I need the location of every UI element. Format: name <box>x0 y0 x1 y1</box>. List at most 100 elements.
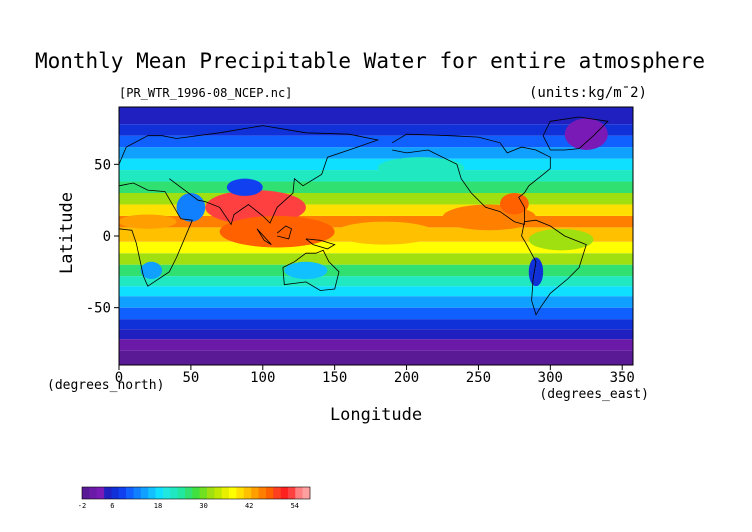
colorbar-swatch <box>192 487 200 499</box>
colorbar-swatch <box>140 487 149 499</box>
colorbar-swatch <box>155 487 164 499</box>
lat-band-0 <box>119 350 633 365</box>
y-tick-label: -50 <box>86 301 111 317</box>
colorbar-swatch <box>287 487 296 499</box>
y-unit-label: (degrees_north) <box>47 378 164 393</box>
colorbar-swatch <box>118 487 127 499</box>
lat-band-5 <box>119 296 633 308</box>
lat-band-14 <box>119 193 633 205</box>
coastline-2 <box>282 249 340 291</box>
colorbar-swatch <box>126 487 134 499</box>
colorbar-tick-label: 54 <box>291 502 299 510</box>
colorbar-swatch <box>89 487 98 499</box>
colorbar-swatch <box>229 487 237 499</box>
x-unit-label: (degrees_east) <box>539 387 649 402</box>
field-feature-7 <box>176 193 206 222</box>
colorbar-swatch <box>111 487 120 499</box>
lat-band-17 <box>119 158 633 171</box>
x-axis-label: Longitude <box>330 405 422 425</box>
x-tick-label: 100 <box>250 370 275 386</box>
coastline-4 <box>521 219 587 316</box>
colorbar-swatch <box>251 487 259 499</box>
colorbar-swatch <box>148 487 156 499</box>
coastlines <box>118 116 609 316</box>
colorbar-swatch <box>295 487 303 499</box>
lat-band-19 <box>119 135 633 148</box>
colorbar-tick-label: 6 <box>110 502 114 510</box>
x-tick-label: 200 <box>394 370 419 386</box>
colorbar-swatch <box>162 487 171 499</box>
lat-band-18 <box>119 147 633 159</box>
x-tick-label: 350 <box>610 370 635 386</box>
colorbar-swatch <box>273 487 281 499</box>
lat-band-8 <box>119 264 633 277</box>
coastline-5 <box>542 116 609 151</box>
file-label: [PR_WTR_1996-08_NCEP.nc] <box>119 86 292 100</box>
coastline-7 <box>256 228 272 245</box>
field-feature-8 <box>226 178 263 196</box>
colorbar-swatch <box>199 487 208 499</box>
lat-band-4 <box>119 307 633 320</box>
colorbar-swatch <box>177 487 186 499</box>
lat-band-9 <box>119 253 633 265</box>
field-feature-0 <box>205 190 306 225</box>
coastline-6 <box>276 225 292 240</box>
colorbar-swatch <box>133 487 142 499</box>
colorbar-swatch <box>236 487 245 499</box>
colorbar-swatch <box>184 487 193 499</box>
lat-band-12 <box>119 215 633 228</box>
lat-band-2 <box>119 329 633 340</box>
field-feature-10 <box>528 257 544 287</box>
field-feature-6 <box>528 228 594 251</box>
field-feature-13 <box>377 157 465 179</box>
colorbar-swatch <box>265 487 274 499</box>
y-tick-label: 0 <box>103 229 111 245</box>
lat-band-21 <box>119 107 633 125</box>
colorbar-swatch <box>96 487 105 499</box>
colorbar-swatch <box>243 487 252 499</box>
x-axis-ticks: 0 50 100 150 200 250 300 350 <box>115 365 635 386</box>
field-feature-1 <box>219 215 335 248</box>
field-feature-4 <box>334 221 436 245</box>
field-feature-9 <box>284 261 328 279</box>
coastline-0 <box>118 182 193 287</box>
plot-area <box>119 107 633 365</box>
lat-band-20 <box>119 124 633 136</box>
y-axis-label: Latitude <box>57 192 77 274</box>
lat-band-15 <box>119 181 633 193</box>
y-axis-ticks: -50 0 50 <box>86 157 119 317</box>
units-label: (units:kg/m¯2) <box>529 85 647 101</box>
field-feature-12 <box>564 118 608 150</box>
colorbar: -2 6 18 30 42 54 <box>78 486 311 510</box>
x-tick-label: 50 <box>182 370 199 386</box>
x-tick-label: 150 <box>322 370 347 386</box>
lat-band-1 <box>119 339 633 351</box>
colorbar-swatch <box>258 487 267 499</box>
x-tick-label: 250 <box>466 370 491 386</box>
colorbar-swatch <box>104 487 112 499</box>
colorbar-frame <box>81 486 311 500</box>
field-feature-11 <box>140 261 163 279</box>
x-tick-label: 300 <box>538 370 563 386</box>
colorbar-swatch <box>82 487 90 499</box>
colorbar-tick-label: 18 <box>154 502 162 510</box>
lat-band-6 <box>119 286 633 297</box>
colorbar-swatch <box>207 487 215 499</box>
lat-band-10 <box>119 241 633 254</box>
colorbar-swatch <box>302 487 311 499</box>
colorbar-swatch <box>280 487 289 499</box>
chart-title: Monthly Mean Precipitable Water for enti… <box>35 49 705 73</box>
lat-band-16 <box>119 170 633 182</box>
field-feature-5 <box>119 214 177 229</box>
colorbar-tick-label: 42 <box>245 502 253 510</box>
coastline-1 <box>118 125 380 226</box>
colorbar-swatch <box>221 487 230 499</box>
lat-band-7 <box>119 276 633 287</box>
lat-band-13 <box>119 204 633 216</box>
colorbar-swatch <box>170 487 178 499</box>
x-tick-label: 0 <box>115 370 123 386</box>
field-feature-3 <box>500 193 529 215</box>
colorbar-tick-label: 30 <box>199 502 207 510</box>
y-tick-label: 50 <box>94 157 111 173</box>
